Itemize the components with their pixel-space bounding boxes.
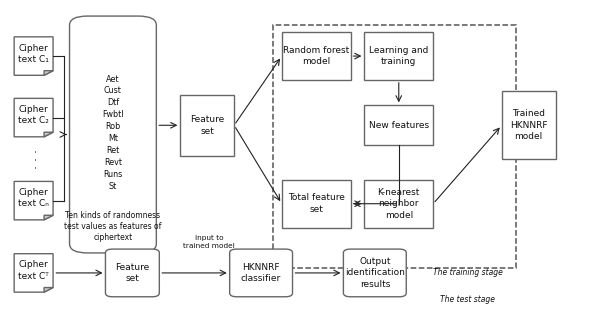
Text: Learning and
training: Learning and training bbox=[369, 46, 428, 66]
Bar bbox=[282, 32, 350, 80]
Polygon shape bbox=[44, 132, 53, 137]
Bar bbox=[364, 105, 433, 145]
Text: HKNNRF
classifier: HKNNRF classifier bbox=[241, 263, 281, 283]
Text: K-nearest
neighbor
model: K-nearest neighbor model bbox=[377, 188, 420, 220]
Text: The test stage: The test stage bbox=[440, 295, 495, 304]
Text: Cipher
text Cᵀ: Cipher text Cᵀ bbox=[18, 260, 49, 281]
Polygon shape bbox=[14, 37, 53, 75]
Text: Aet
Cust
Dtf
Fwbtl
Rob
Mt
Ret
Revt
Runs
St: Aet Cust Dtf Fwbtl Rob Mt Ret Revt Runs … bbox=[102, 74, 124, 191]
Polygon shape bbox=[14, 98, 53, 137]
Text: Random forest
model: Random forest model bbox=[283, 46, 349, 66]
FancyBboxPatch shape bbox=[70, 16, 157, 253]
Bar bbox=[502, 91, 556, 159]
Text: The training stage: The training stage bbox=[433, 269, 503, 277]
Text: Input to
trained model: Input to trained model bbox=[183, 235, 235, 249]
FancyBboxPatch shape bbox=[230, 249, 293, 297]
Bar bbox=[180, 95, 234, 156]
Polygon shape bbox=[14, 181, 53, 220]
Polygon shape bbox=[44, 288, 53, 292]
Bar bbox=[364, 180, 433, 227]
Text: Output
identification
results: Output identification results bbox=[345, 257, 405, 289]
Polygon shape bbox=[14, 254, 53, 292]
Polygon shape bbox=[44, 215, 53, 220]
FancyBboxPatch shape bbox=[106, 249, 160, 297]
Bar bbox=[364, 32, 433, 80]
Text: Feature
set: Feature set bbox=[190, 115, 224, 136]
Bar bbox=[273, 25, 515, 268]
Text: Feature
set: Feature set bbox=[115, 263, 149, 283]
FancyBboxPatch shape bbox=[343, 249, 406, 297]
Text: Cipher
text C₁: Cipher text C₁ bbox=[18, 44, 49, 64]
Text: New features: New features bbox=[369, 121, 429, 130]
Polygon shape bbox=[44, 71, 53, 75]
Text: Total feature
set: Total feature set bbox=[288, 193, 344, 214]
Text: Trained
HKNNRF
model: Trained HKNNRF model bbox=[510, 109, 547, 141]
Text: . . .: . . . bbox=[27, 149, 40, 169]
Text: Cipher
text Cₙ: Cipher text Cₙ bbox=[18, 188, 49, 208]
Text: Ten kinds of randomness
test values as features of
ciphertext: Ten kinds of randomness test values as f… bbox=[64, 211, 161, 242]
Bar bbox=[282, 180, 350, 227]
Text: Cipher
text C₂: Cipher text C₂ bbox=[18, 105, 49, 125]
